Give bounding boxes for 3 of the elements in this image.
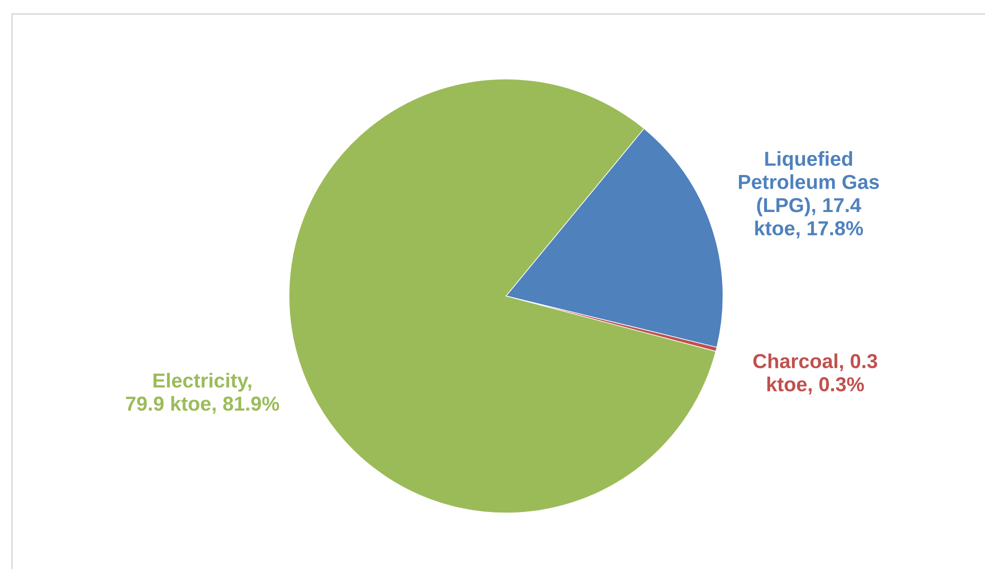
slice-label: Charcoal, 0.3 ktoe, 0.3% bbox=[753, 353, 878, 394]
slice-label: Liquefied Petroleum Gas (LPG), 17.4 ktoe, 17.8% bbox=[738, 151, 879, 238]
slice-label: Electricity, 79.9 ktoe, 81.9% bbox=[126, 372, 280, 414]
